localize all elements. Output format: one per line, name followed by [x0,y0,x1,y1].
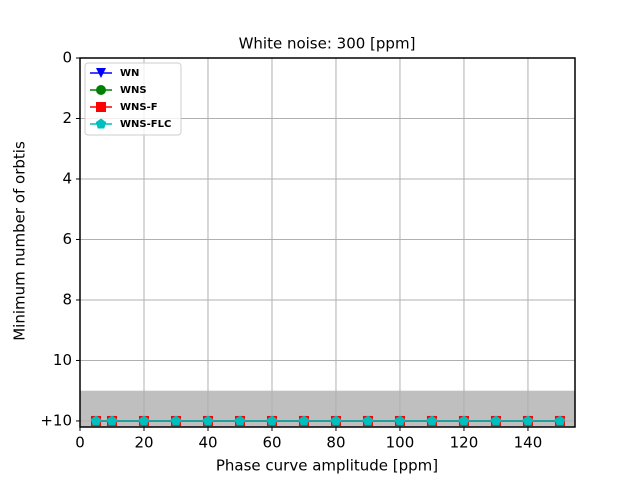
y-axis-label: Minimum number of orbtis [11,141,29,341]
x-axis-label: Phase curve amplitude [ppm] [216,457,438,475]
marker [170,415,182,426]
legend-label: WNS-FLC [120,119,171,130]
marker [266,415,278,426]
y-tick-label: +10 [40,411,72,429]
x-tick-label: 100 [386,434,415,452]
plot-frame [79,57,576,428]
marker [202,415,214,426]
y-tick-label: 10 [53,351,72,369]
marker [138,415,150,426]
marker [490,415,502,426]
marker [362,415,374,426]
marker [298,415,310,426]
legend-marker [96,85,106,95]
y-tick-label: 6 [62,230,72,248]
legend-marker [96,102,106,112]
legend-box [84,62,182,136]
legend-label: WNS-F [120,102,158,113]
marker [234,415,246,426]
x-tick-label: 140 [514,434,543,452]
marker [394,415,406,426]
marker [458,415,470,426]
legend-marker [95,118,107,129]
x-tick-label: 0 [75,434,85,452]
legend-label: WN [120,68,139,79]
y-tick-label: 0 [62,49,72,67]
marker [554,415,566,426]
marker [522,415,534,426]
marker [106,415,118,426]
marker [426,415,438,426]
y-tick-label: 2 [62,109,72,127]
x-tick-label: 20 [134,434,153,452]
legend-marker [96,68,106,78]
x-tick-label: 40 [198,434,217,452]
y-tick-label: 8 [62,290,72,308]
legend-label: WNS [120,85,147,96]
x-tick-label: 60 [262,434,281,452]
x-tick-label: 120 [450,434,479,452]
chart-title: White noise: 300 [ppm] [239,35,416,53]
x-tick-label: 80 [326,434,345,452]
marker [90,415,102,426]
legend: WN WNS WNS-F WNS-FLC [84,62,182,136]
y-tick-label: 4 [62,169,72,187]
marker [330,415,342,426]
